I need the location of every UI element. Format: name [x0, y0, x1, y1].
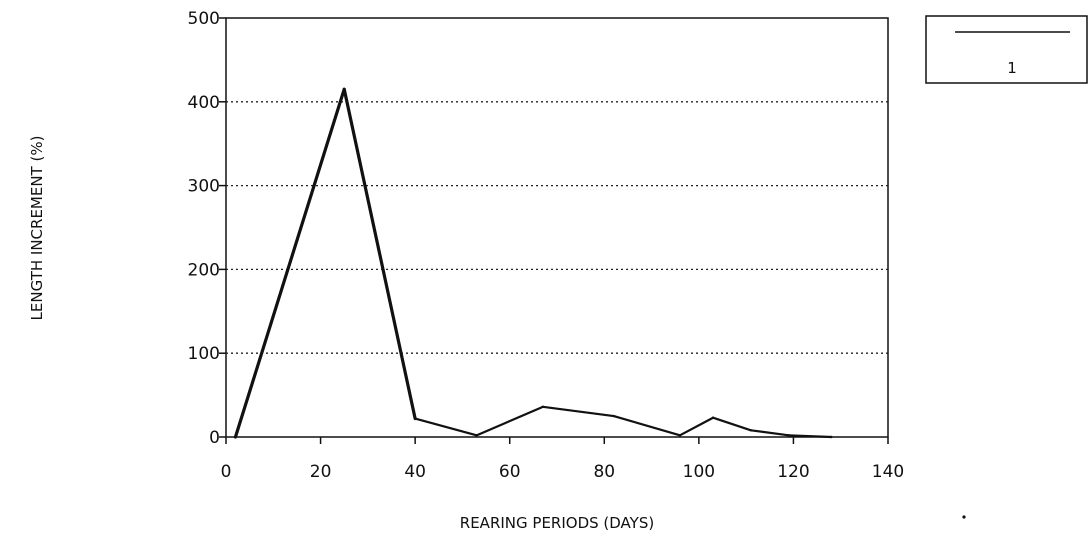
- x-tick-label-60: 60: [499, 462, 521, 482]
- x-axis-ticks: 0 20 40 60 80 100 120 140: [221, 437, 905, 482]
- y-tick-label-200: 200: [188, 260, 220, 280]
- series-1-point-10: [830, 436, 832, 438]
- x-tick-label-80: 80: [593, 462, 615, 482]
- x-tick-label-100: 100: [683, 462, 715, 482]
- series-1-segment-7: [713, 418, 751, 431]
- series-1-point-1: [343, 88, 345, 90]
- series-1-point-8: [750, 429, 752, 431]
- series-1-point-4: [542, 406, 544, 408]
- x-axis-title: REARING PERIODS (DAYS): [460, 514, 654, 532]
- series-1-segment-2: [415, 419, 476, 436]
- y-axis-ticks: 0 100 200 300 400 500: [188, 9, 226, 448]
- x-tick-label-0: 0: [221, 462, 232, 482]
- x-tick-label-20: 20: [310, 462, 332, 482]
- series-1-segment-0: [235, 89, 344, 437]
- plot-area-frame: [226, 18, 888, 437]
- gridlines: [226, 102, 888, 353]
- series-1-segment-6: [680, 418, 713, 436]
- series-group: [234, 88, 832, 438]
- y-tick-label-300: 300: [188, 177, 220, 197]
- stray-dot: [962, 515, 965, 518]
- series-1-point-6: [679, 434, 681, 436]
- series-1-segment-1: [344, 89, 415, 418]
- series-1-point-2: [414, 417, 416, 419]
- series-1-segment-5: [614, 416, 680, 435]
- legend-label-series-1: 1: [1007, 59, 1017, 77]
- series-1-point-5: [613, 415, 615, 417]
- y-axis-title: LENGTH INCREMENT (%): [28, 136, 46, 321]
- y-tick-label-100: 100: [188, 344, 220, 364]
- y-tick-label-400: 400: [188, 93, 220, 113]
- series-1-segment-3: [477, 407, 543, 435]
- x-tick-label-140: 140: [872, 462, 904, 482]
- y-tick-label-0: 0: [209, 428, 220, 448]
- series-1-point-9: [788, 434, 790, 436]
- series-1-segment-4: [543, 407, 614, 416]
- series-1-point-7: [712, 417, 714, 419]
- x-tick-label-40: 40: [404, 462, 426, 482]
- series-1-point-0: [234, 436, 236, 438]
- y-tick-label-500: 500: [188, 9, 220, 29]
- legend: 1: [926, 16, 1087, 83]
- series-1-point-3: [475, 434, 477, 436]
- x-tick-label-120: 120: [777, 462, 809, 482]
- series-1-segment-8: [751, 430, 789, 435]
